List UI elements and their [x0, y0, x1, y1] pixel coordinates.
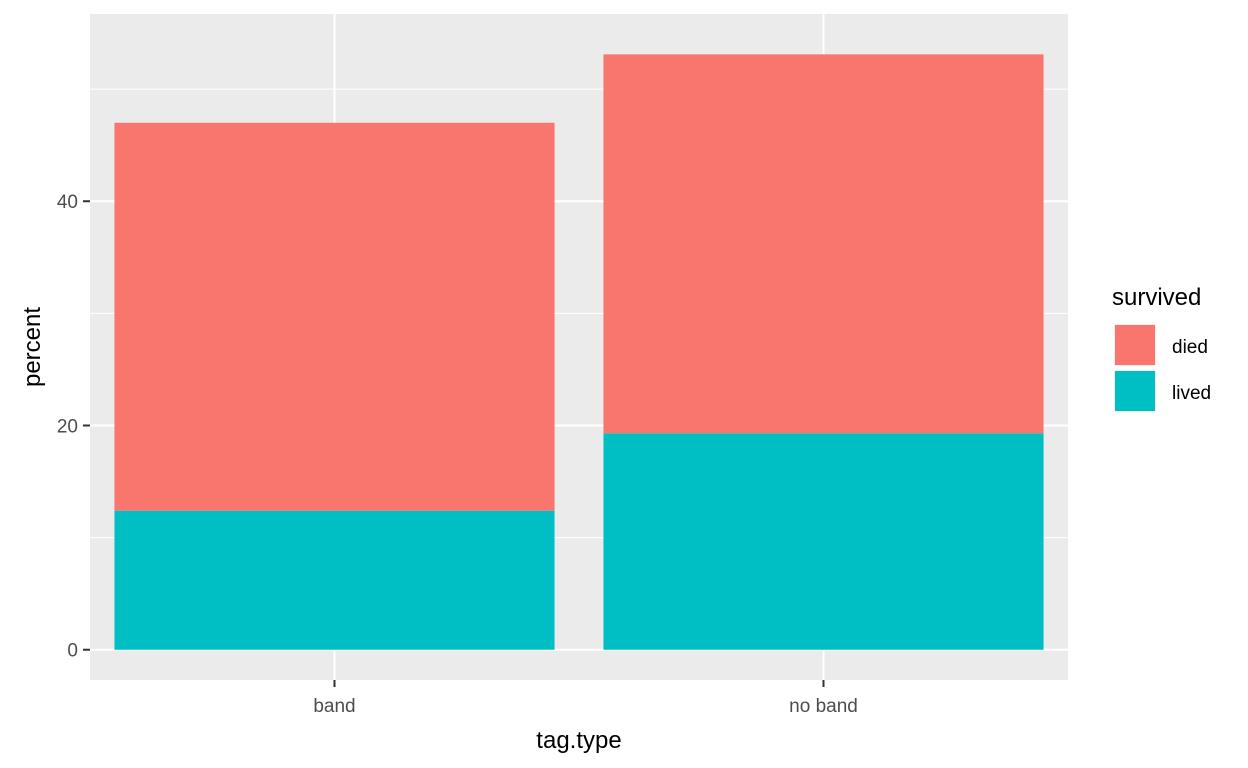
x-tick-label: band	[313, 696, 355, 717]
y-axis: 0 20 40	[57, 192, 90, 662]
y-tick-label: 40	[57, 192, 78, 213]
x-axis-title: tag.type	[536, 727, 621, 754]
x-tick-label: no band	[789, 696, 858, 717]
legend-label-lived: lived	[1172, 383, 1211, 404]
bar-lived-band	[114, 510, 555, 650]
x-axis: band no band	[313, 680, 858, 717]
legend: survived died lived	[1112, 284, 1211, 412]
bars	[114, 54, 1044, 650]
legend-key-lived	[1115, 371, 1155, 411]
y-tick-label: 20	[57, 416, 78, 437]
y-axis-title: percent	[19, 307, 46, 387]
legend-key-died	[1115, 325, 1155, 365]
bar-lived-no-band	[603, 433, 1044, 650]
legend-title: survived	[1112, 284, 1201, 311]
y-tick-label: 0	[67, 641, 78, 662]
bar-died-no-band	[603, 54, 1044, 434]
legend-label-died: died	[1172, 337, 1208, 358]
bar-died-band	[114, 122, 555, 511]
